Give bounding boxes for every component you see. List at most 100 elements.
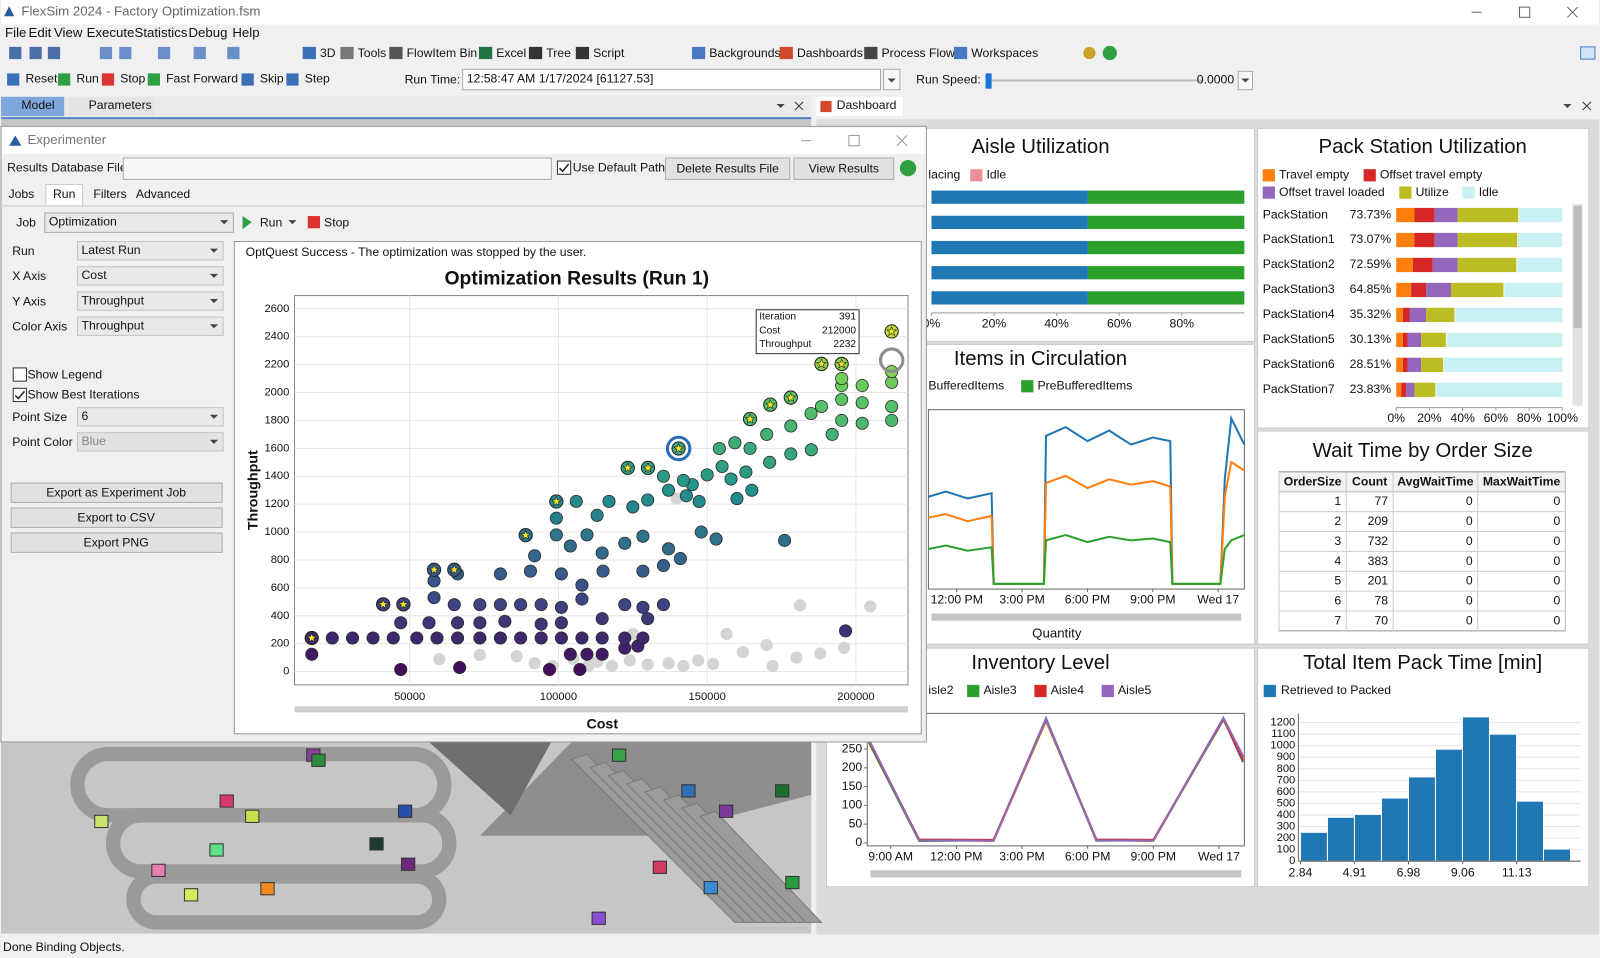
data-point[interactable] [784,447,798,461]
data-point[interactable] [575,631,589,645]
data-point[interactable] [763,455,777,469]
data-point[interactable] [778,533,792,547]
tab-selected[interactable] [0,96,65,117]
button-label[interactable]: Export to CSV [77,510,155,524]
data-point[interactable] [542,662,557,677]
data-point[interactable] [569,494,583,508]
checkbox-label[interactable]: Show Legend [27,367,102,381]
combo-box[interactable] [76,407,224,427]
toolbar-button[interactable]: Excel [496,46,526,60]
data-point[interactable] [636,529,650,543]
data-point[interactable] [595,631,609,645]
menu-item[interactable]: Statistics [134,25,187,40]
infeasible-point[interactable] [641,658,654,671]
data-point[interactable] [523,564,537,578]
data-point[interactable] [590,508,604,522]
data-point[interactable] [618,598,632,612]
data-point[interactable] [473,616,487,630]
data-point[interactable] [618,536,632,550]
data-point[interactable] [514,631,528,645]
data-point[interactable] [673,552,687,566]
tab-selected[interactable] [816,96,903,117]
close[interactable] [1567,6,1578,18]
data-point[interactable] [430,631,444,645]
help-icon[interactable] [899,160,917,177]
infeasible-point[interactable] [528,657,541,670]
data-point[interactable] [679,489,693,503]
button[interactable] [10,532,223,553]
data-point[interactable] [394,616,408,630]
data-point[interactable] [694,525,708,539]
data-point[interactable] [345,631,360,645]
data-point[interactable] [855,396,869,410]
checkbox[interactable] [556,160,572,175]
run-button[interactable]: Step [305,72,330,86]
data-point[interactable] [641,493,655,507]
toolbar-button[interactable]: Tools [358,46,387,60]
menu-item[interactable]: Debug [189,25,228,40]
tab[interactable] [68,96,154,117]
infeasible-point[interactable] [790,651,803,664]
data-point[interactable] [514,598,528,612]
infeasible-point[interactable] [814,647,827,660]
scrollbar[interactable] [870,870,1242,878]
button[interactable] [10,482,223,503]
button-label[interactable]: Export PNG [84,535,149,549]
infeasible-point[interactable] [677,659,690,673]
data-point[interactable] [580,647,594,661]
data-point[interactable] [451,616,465,630]
data-point[interactable] [554,600,568,614]
toolbar-button[interactable]: Process Flow [882,46,956,60]
data-point[interactable] [549,511,563,525]
data-point[interactable] [745,483,759,497]
data-point[interactable] [835,392,849,407]
button-label[interactable]: Run [260,215,282,229]
toolbar-button[interactable]: FlowItem Bin [407,46,478,60]
data-point[interactable] [700,468,714,482]
tab[interactable]: Run [53,187,75,201]
data-point[interactable] [715,459,729,474]
data-point[interactable] [473,631,487,645]
tab[interactable]: Jobs [8,187,34,201]
data-point[interactable] [626,500,640,514]
menu-item[interactable]: Edit [29,25,52,40]
close[interactable] [794,101,804,111]
toolbar-button[interactable]: 3D [320,46,336,60]
data-point[interactable] [855,416,869,430]
tab[interactable]: Model [21,98,54,112]
checkbox-label[interactable]: Show Best Iterations [27,388,139,402]
infeasible-point[interactable] [605,659,619,673]
checkbox[interactable] [12,387,27,403]
data-point[interactable] [493,598,507,612]
infeasible-point[interactable] [793,599,807,612]
data-point[interactable] [595,612,609,626]
data-point[interactable] [825,427,839,441]
combo-box[interactable] [44,212,234,233]
toolbar-button[interactable]: Tree [546,46,571,60]
data-point[interactable] [712,441,726,456]
button-label[interactable]: Delete Results File [676,161,779,175]
infeasible-point[interactable] [736,645,750,659]
data-point[interactable] [534,631,548,645]
infeasible-point[interactable] [433,652,446,666]
run-button[interactable]: Fast Forward [166,72,238,86]
data-point[interactable] [618,631,632,645]
combo-box[interactable] [76,432,224,452]
data-point[interactable] [498,614,512,628]
data-point[interactable] [728,436,742,450]
data-point[interactable] [410,631,424,645]
data-point[interactable] [760,427,774,441]
button[interactable] [10,507,223,528]
data-point[interactable] [563,539,577,553]
data-point[interactable] [427,591,441,605]
combo-box[interactable] [76,266,224,286]
data-point[interactable] [534,617,548,631]
data-point[interactable] [602,494,616,508]
tab[interactable]: Parameters [89,98,152,112]
data-point[interactable] [595,546,609,560]
infeasible-point[interactable] [707,657,720,671]
data-point[interactable] [804,443,818,457]
infeasible-point[interactable] [720,627,733,641]
data-point[interactable] [709,532,723,546]
menu-item[interactable]: Execute [87,25,135,40]
